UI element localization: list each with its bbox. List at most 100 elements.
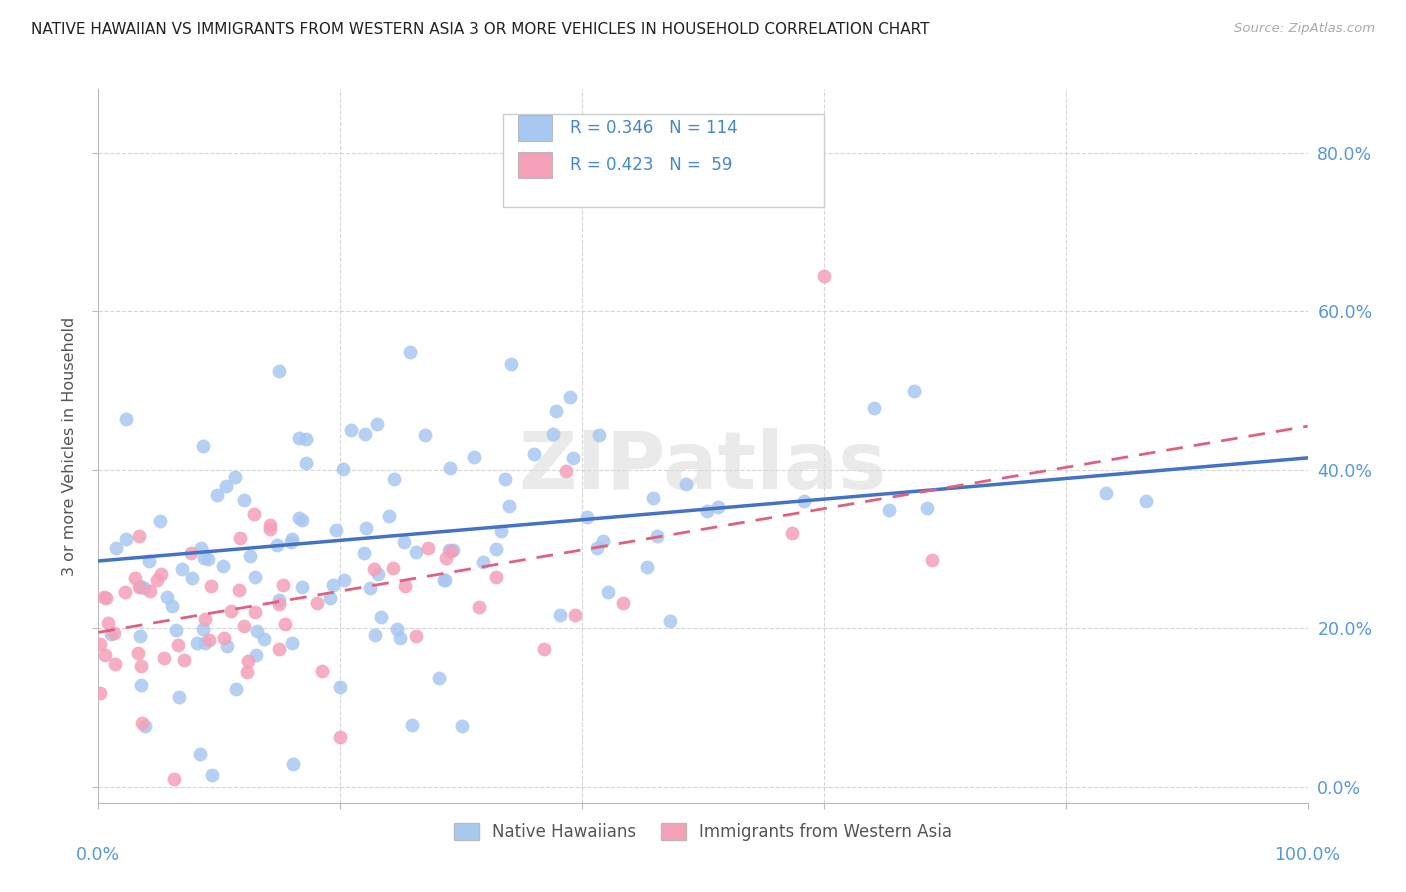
Point bbox=[280, 535, 302, 549]
Point bbox=[233, 493, 256, 508]
Point bbox=[273, 578, 295, 592]
Point bbox=[94, 591, 117, 606]
Point bbox=[440, 543, 463, 558]
Text: ZIPatlas: ZIPatlas bbox=[519, 428, 887, 507]
Point bbox=[89, 686, 111, 700]
Point bbox=[353, 546, 375, 560]
Point bbox=[194, 636, 217, 650]
Point bbox=[224, 470, 246, 484]
Point bbox=[288, 431, 311, 445]
Point bbox=[544, 404, 567, 418]
Point bbox=[104, 657, 127, 672]
Point bbox=[138, 583, 160, 598]
Point bbox=[441, 543, 464, 558]
Point bbox=[149, 514, 172, 528]
Point bbox=[128, 580, 150, 594]
Point bbox=[1094, 485, 1116, 500]
Point bbox=[541, 426, 564, 441]
Point bbox=[366, 417, 388, 431]
Point bbox=[382, 472, 405, 486]
Point bbox=[243, 508, 266, 522]
Point bbox=[134, 719, 156, 733]
Point bbox=[205, 487, 228, 501]
Point bbox=[170, 562, 193, 576]
Point bbox=[472, 555, 495, 569]
Point bbox=[93, 590, 115, 604]
Point bbox=[658, 614, 681, 628]
Point bbox=[259, 522, 281, 536]
Point bbox=[197, 551, 219, 566]
Point bbox=[167, 690, 190, 704]
Text: R = 0.346   N = 114: R = 0.346 N = 114 bbox=[569, 120, 738, 137]
Point bbox=[329, 680, 352, 694]
Point bbox=[217, 639, 239, 653]
Point bbox=[915, 501, 938, 516]
Point bbox=[332, 573, 354, 587]
Point bbox=[405, 629, 427, 643]
Point bbox=[340, 423, 363, 437]
Point bbox=[131, 678, 153, 692]
Point bbox=[246, 624, 269, 639]
FancyBboxPatch shape bbox=[503, 114, 824, 207]
Point bbox=[645, 529, 668, 543]
Legend: Native Hawaiians, Immigrants from Western Asia: Native Hawaiians, Immigrants from Wester… bbox=[447, 816, 959, 848]
Point bbox=[138, 554, 160, 568]
Point bbox=[201, 768, 224, 782]
Point bbox=[434, 550, 457, 565]
Point bbox=[131, 715, 153, 730]
Point bbox=[322, 578, 344, 592]
Point bbox=[197, 633, 219, 648]
Point bbox=[675, 477, 697, 491]
Point bbox=[332, 462, 354, 476]
Point bbox=[163, 772, 186, 786]
Point bbox=[434, 573, 457, 587]
Point bbox=[592, 533, 614, 548]
Point bbox=[329, 731, 352, 745]
Point bbox=[291, 513, 314, 527]
Point bbox=[463, 450, 485, 464]
Point bbox=[129, 658, 152, 673]
Point bbox=[232, 619, 254, 633]
Point bbox=[188, 747, 211, 761]
Point bbox=[363, 562, 385, 576]
Text: 100.0%: 100.0% bbox=[1274, 847, 1341, 864]
Point bbox=[103, 625, 125, 640]
Point bbox=[636, 560, 658, 574]
Point bbox=[243, 605, 266, 619]
Point bbox=[468, 599, 491, 614]
Point bbox=[523, 447, 546, 461]
Point bbox=[115, 411, 138, 425]
Point bbox=[564, 608, 586, 623]
Point bbox=[305, 596, 328, 610]
Point bbox=[501, 357, 523, 371]
Point bbox=[392, 535, 415, 549]
Point bbox=[191, 623, 214, 637]
Point bbox=[405, 544, 427, 558]
Point bbox=[877, 502, 900, 516]
Point bbox=[124, 571, 146, 585]
Point bbox=[267, 597, 290, 611]
Point bbox=[533, 642, 555, 657]
Point bbox=[903, 384, 925, 398]
Point bbox=[214, 631, 236, 645]
Text: NATIVE HAWAIIAN VS IMMIGRANTS FROM WESTERN ASIA 3 OR MORE VEHICLES IN HOUSEHOLD : NATIVE HAWAIIAN VS IMMIGRANTS FROM WESTE… bbox=[31, 22, 929, 37]
Point bbox=[782, 525, 804, 540]
Point bbox=[706, 500, 728, 514]
Point bbox=[252, 632, 274, 646]
Point bbox=[114, 585, 136, 599]
Point bbox=[385, 622, 408, 636]
Point bbox=[236, 654, 259, 668]
Point bbox=[548, 607, 571, 622]
Point bbox=[439, 461, 461, 475]
Point bbox=[413, 428, 436, 442]
Point bbox=[325, 523, 347, 537]
Point bbox=[129, 579, 152, 593]
Point bbox=[215, 479, 238, 493]
Point bbox=[813, 268, 835, 283]
Point bbox=[295, 432, 318, 446]
Point bbox=[239, 549, 262, 563]
Point bbox=[180, 571, 202, 585]
Point bbox=[173, 653, 195, 667]
Point bbox=[267, 642, 290, 657]
Point bbox=[228, 582, 250, 597]
